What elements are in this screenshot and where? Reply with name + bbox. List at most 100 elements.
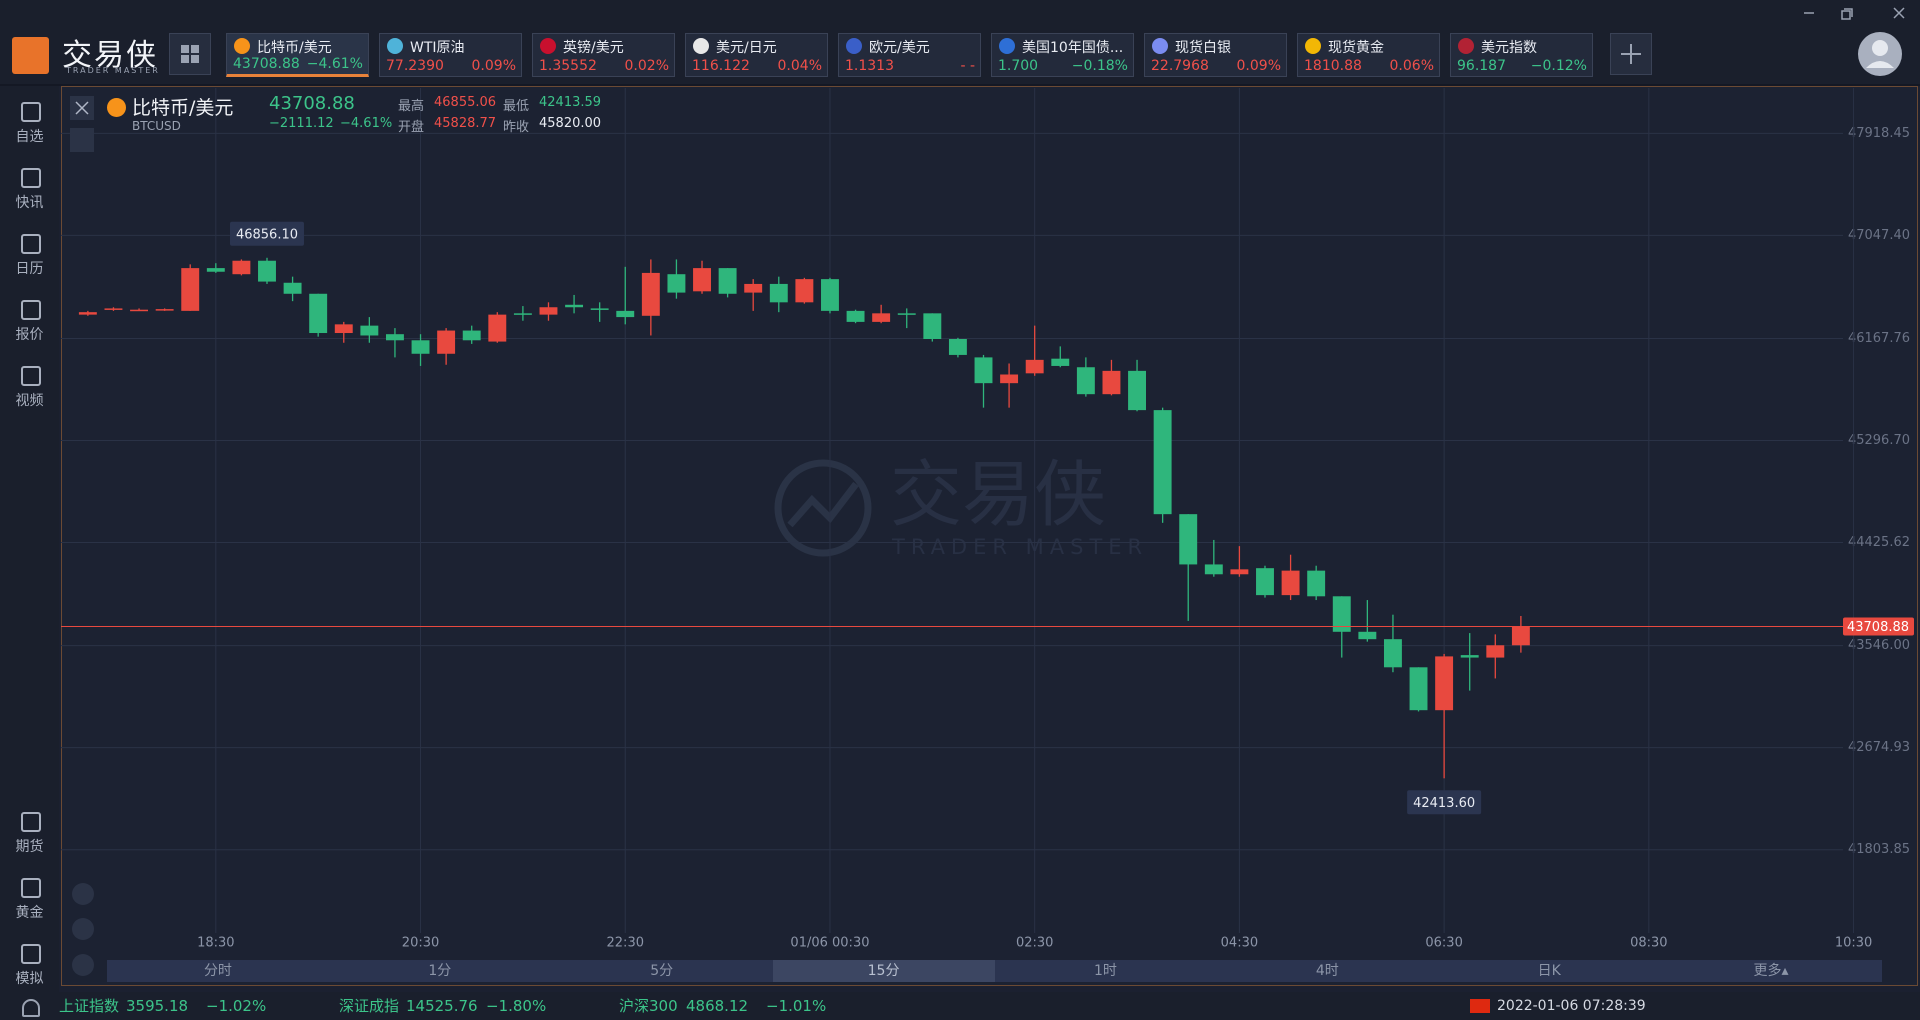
- index-value: 4868.12: [686, 997, 749, 1015]
- candle-body: [1460, 655, 1479, 658]
- x-tick-label: 20:30: [402, 936, 439, 951]
- candle-body: [283, 282, 302, 294]
- stat-value: 46855.06: [434, 95, 497, 110]
- close-icon: [75, 101, 89, 115]
- stat-label: 昨收: [503, 120, 530, 135]
- period-tabs: 分时 1分 5分 15分 1时 4时 日K 更多▴: [107, 960, 1882, 982]
- y-tick-label: 41803.85: [1848, 842, 1910, 857]
- period-tab[interactable]: 分时: [203, 963, 232, 979]
- ticker[interactable]: 欧元/美元 1.1313 - -: [838, 33, 981, 77]
- candle-body: [1307, 570, 1326, 597]
- candle-body: [1332, 596, 1351, 632]
- index-name[interactable]: 深证成指: [339, 997, 400, 1015]
- candle-body: [923, 313, 942, 339]
- sidebar-item[interactable]: 期货: [0, 806, 59, 866]
- period-tab[interactable]: 1分: [428, 963, 452, 979]
- ticker-name: 比特币/美元: [257, 40, 332, 56]
- sidebar-label: 报价: [15, 327, 44, 343]
- candle-body: [130, 309, 149, 312]
- low-annotation-box: [1407, 790, 1482, 815]
- ticker-icon: [1458, 38, 1474, 54]
- ticker-name: 美元/日元: [716, 40, 777, 56]
- logo-subtitle: TRADER MASTER: [66, 66, 160, 75]
- sidebar-item[interactable]: 模拟: [0, 938, 59, 998]
- sidebar-item[interactable]: 自选: [0, 96, 59, 156]
- sidebar-item[interactable]: 黄金: [0, 872, 59, 932]
- candle-body: [155, 309, 174, 311]
- ticker-name: 英镑/美元: [563, 40, 624, 56]
- add-button[interactable]: [1610, 33, 1652, 75]
- period-tab[interactable]: 日K: [1537, 963, 1561, 979]
- period-tab[interactable]: 1时: [1093, 963, 1117, 979]
- grid-button[interactable]: [169, 33, 211, 75]
- sidebar-icon: [21, 234, 41, 254]
- candle-body: [821, 279, 839, 311]
- ticker-price: 43708.88: [233, 56, 300, 72]
- y-tick-label: 45296.70: [1848, 433, 1910, 448]
- high-annotation-box: [229, 221, 304, 246]
- ticker[interactable]: 美国10年国债... 1.700 −0.18%: [991, 33, 1134, 77]
- sidebar-label: 模拟: [15, 971, 44, 987]
- ticker-change: −0.18%: [1071, 58, 1128, 74]
- collapse-button[interactable]: [70, 128, 94, 152]
- candle-body: [1102, 370, 1121, 395]
- ticker[interactable]: WTI原油 77.2390 0.09%: [379, 33, 522, 77]
- ticker[interactable]: 美元指数 96.187 −0.12%: [1450, 33, 1593, 77]
- ticker-price: 22.7968: [1151, 58, 1209, 74]
- sidebar-item[interactable]: 报价: [0, 294, 59, 354]
- x-tick-label: 02:30: [1016, 936, 1053, 951]
- ticker-price: 1.35552: [539, 58, 597, 74]
- period-tab[interactable]: 15分: [772, 960, 995, 982]
- ticker[interactable]: 英镑/美元 1.35552 0.02%: [532, 33, 675, 77]
- chart-tool[interactable]: [72, 954, 94, 976]
- index-name[interactable]: 沪深300: [619, 997, 678, 1015]
- sidebar-item[interactable]: 日历: [0, 228, 59, 288]
- plus-icon: [1621, 44, 1641, 64]
- candle-body: [1358, 631, 1377, 640]
- candle-body: [641, 272, 660, 316]
- close-chart-button[interactable]: [70, 96, 94, 120]
- candle-body: [769, 283, 788, 303]
- candle-body: [1204, 564, 1223, 575]
- chart-tool[interactable]: [72, 883, 94, 905]
- index-value: 3595.18: [126, 997, 189, 1015]
- candle-body: [181, 268, 200, 311]
- candle-body: [616, 310, 635, 318]
- period-tab[interactable]: 4时: [1315, 963, 1339, 979]
- candle-body: [385, 334, 404, 341]
- x-tick-label: 10:30: [1835, 936, 1872, 951]
- index-name[interactable]: 上证指数: [59, 997, 120, 1015]
- sidebar-label: 视频: [15, 393, 44, 409]
- candle-body: [795, 279, 814, 303]
- ticker[interactable]: 比特币/美元 43708.88 −4.61%: [226, 33, 369, 77]
- sidebar-item[interactable]: 快讯: [0, 162, 59, 222]
- ticker-change: - -: [960, 58, 975, 74]
- ticker-price: 116.122: [692, 58, 750, 74]
- watermark-title: 交易侠: [890, 453, 1106, 537]
- sidebar-item[interactable]: 视频: [0, 360, 59, 420]
- candle-body: [744, 283, 763, 293]
- window-controls[interactable]: [1790, 0, 1920, 84]
- sidebar-label: 期货: [15, 839, 44, 855]
- datetime: 2022-01-06 07:28:39: [1497, 998, 1646, 1014]
- symbol-name[interactable]: 比特币/美元: [132, 97, 234, 119]
- ticker-icon: [693, 38, 709, 54]
- chart-tool[interactable]: [72, 918, 94, 940]
- candle-body: [78, 312, 97, 315]
- candle-body: [206, 268, 225, 272]
- index-change: −1.02%: [206, 997, 267, 1015]
- period-tab[interactable]: 5分: [650, 963, 674, 979]
- index-change: −1.01%: [766, 997, 827, 1015]
- y-tick-label: 43546.00: [1848, 638, 1910, 653]
- ticker-change: 0.02%: [624, 58, 669, 74]
- candle-body: [1435, 656, 1454, 711]
- period-tab[interactable]: 更多▴: [1753, 963, 1789, 979]
- candle-body: [411, 340, 430, 354]
- ticker[interactable]: 现货黄金 1810.88 0.06%: [1297, 33, 1440, 77]
- candle-body: [1128, 370, 1146, 411]
- candle-body: [104, 308, 123, 310]
- ticker[interactable]: 现货白银 22.7968 0.09%: [1144, 33, 1287, 77]
- ticker[interactable]: 美元/日元 116.122 0.04%: [685, 33, 828, 77]
- x-tick-label: 08:30: [1630, 936, 1667, 951]
